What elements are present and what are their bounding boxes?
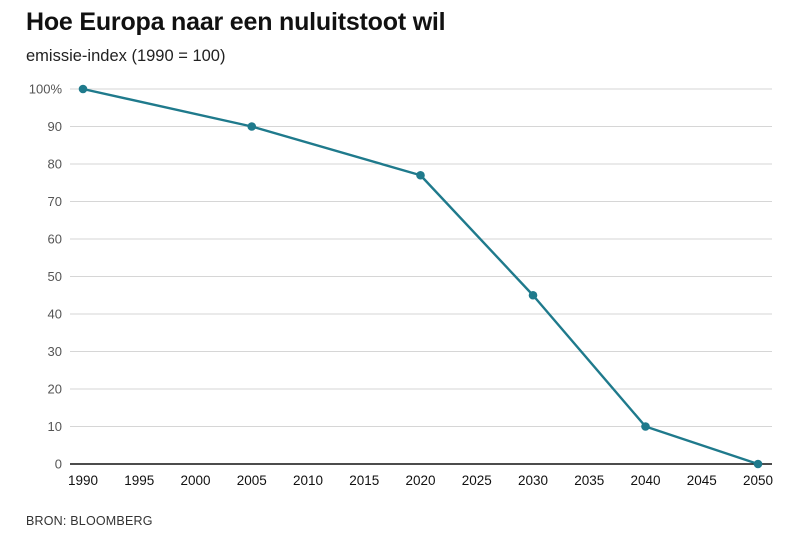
x-tick-label: 2010 [293,473,323,488]
data-point [247,122,257,131]
y-tick-label: 40 [48,307,62,322]
x-tick-label: 1995 [124,473,154,488]
x-tick-label: 1990 [68,473,98,488]
x-tick-label: 2015 [349,473,379,488]
y-tick-label: 10 [48,419,62,434]
x-tick-label: 2025 [462,473,492,488]
x-tick-label: 2035 [574,473,604,488]
y-axis-ticks: 0 10 20 30 40 50 60 70 80 90 100% [29,82,63,472]
y-tick-label: 60 [48,232,62,247]
x-tick-label: 2050 [743,473,773,488]
series-layer [78,84,763,469]
y-tick-label: 70 [48,194,62,209]
x-axis-ticks: 1990 1995 2000 2005 2010 2015 2020 2025 2030 2035… [68,473,773,488]
x-tick-label: 2005 [237,473,267,488]
y-tick-label: 20 [48,382,62,397]
y-tick-label: 0 [55,457,62,472]
x-tick-label: 2000 [180,473,210,488]
y-tick-label: 50 [48,269,62,284]
y-tick-label: 30 [48,344,62,359]
x-tick-label: 2020 [405,473,435,488]
y-tick-label: 90 [48,119,62,134]
x-tick-label: 2040 [630,473,660,488]
chart-title: Hoe Europa naar een nuluitstoot wil [26,8,446,36]
y-tick-label: 100% [29,82,63,97]
series-line [82,87,759,466]
data-point [78,84,88,94]
data-point [641,422,650,431]
gridlines [70,88,772,465]
data-point [416,170,425,180]
y-tick-label: 80 [48,157,62,172]
x-tick-label: 2045 [687,473,717,488]
x-tick-label: 2030 [518,473,548,488]
data-point [528,290,538,300]
source-note: BRON: BLOOMBERG [26,514,153,528]
chart-subtitle: emissie-index (1990 = 100) [26,47,226,65]
data-point [753,459,763,469]
